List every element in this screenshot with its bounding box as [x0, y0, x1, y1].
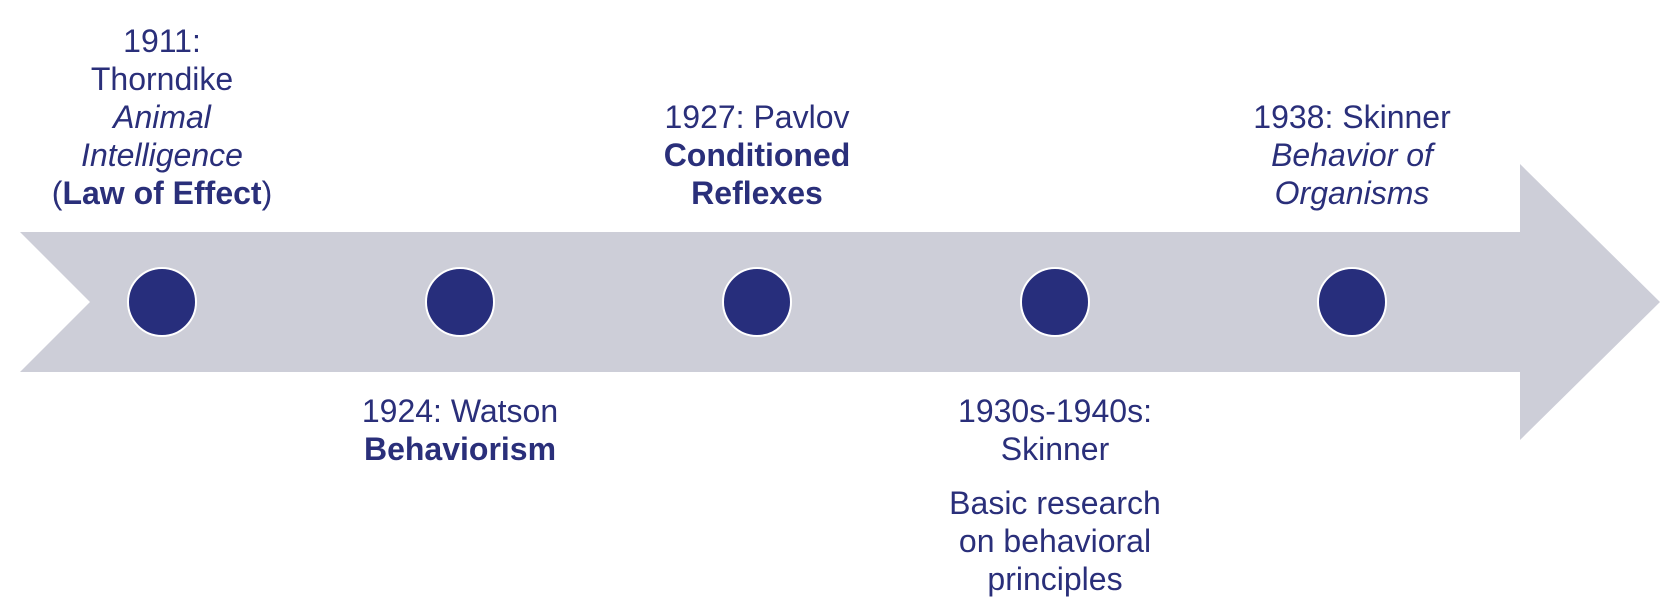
event-key-term: Reflexes — [691, 175, 823, 211]
event-work-title: Intelligence — [81, 137, 243, 173]
event-key-term: Law of Effect — [62, 175, 262, 211]
event-description: Basic research — [949, 485, 1161, 521]
event-key-term: Conditioned — [663, 137, 851, 173]
event-key-term-line: (Law of Effect) — [51, 175, 273, 211]
event-work-title: Animal — [113, 99, 211, 135]
timeline-dot-1911 — [127, 267, 197, 337]
event-description: on behavioral — [958, 523, 1152, 559]
timeline-dot-1930s — [1020, 267, 1090, 337]
event-work-title: Behavior of — [1271, 137, 1433, 173]
event-1924-label: 1924: Watson Behaviorism — [330, 392, 590, 468]
event-description: principles — [987, 561, 1123, 597]
event-year: 1911: — [123, 23, 201, 59]
event-1911-label: 1911: Thorndike Animal Intelligence (Law… — [42, 22, 282, 212]
event-heading: 1938: Skinner — [1253, 99, 1451, 135]
event-heading: 1927: Pavlov — [664, 99, 850, 135]
event-1927-label: 1927: Pavlov Conditioned Reflexes — [627, 98, 887, 212]
event-person: Thorndike — [90, 61, 234, 97]
event-heading: 1930s-1940s: — [958, 393, 1152, 429]
event-1930s-label: 1930s-1940s: Skinner Basic research on b… — [925, 392, 1185, 598]
timeline-arrow-body — [20, 164, 1660, 440]
event-heading: 1924: Watson — [361, 393, 559, 429]
event-key-term: Behaviorism — [363, 431, 557, 467]
timeline-dot-1938 — [1317, 267, 1387, 337]
timeline-dot-1927 — [722, 267, 792, 337]
event-person: Skinner — [1000, 431, 1110, 467]
event-1938-label: 1938: Skinner Behavior of Organisms — [1222, 98, 1482, 212]
timeline-dot-1924 — [425, 267, 495, 337]
event-work-title: Organisms — [1274, 175, 1430, 211]
